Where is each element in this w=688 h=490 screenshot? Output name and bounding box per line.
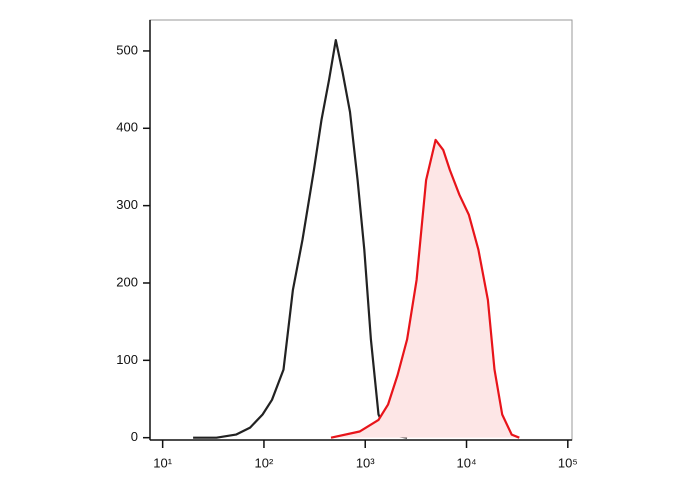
y-tick-label: 300 — [116, 197, 138, 212]
y-tick-label: 500 — [116, 42, 138, 57]
y-tick-label: 100 — [116, 352, 138, 367]
x-tick-label: 10⁵ — [558, 455, 578, 470]
y-tick-label: 0 — [131, 429, 138, 444]
area — [331, 139, 520, 438]
y-tick-label: 400 — [116, 120, 138, 135]
x-tick-label: 10² — [255, 455, 274, 470]
line — [193, 39, 408, 439]
x-tick-label: 10³ — [356, 455, 375, 470]
plot-frame — [149, 19, 573, 441]
x-tick-label: 10⁴ — [456, 455, 476, 470]
x-tick-label: 10¹ — [153, 455, 172, 470]
y-tick-label: 200 — [116, 274, 138, 289]
line — [330, 138, 520, 439]
